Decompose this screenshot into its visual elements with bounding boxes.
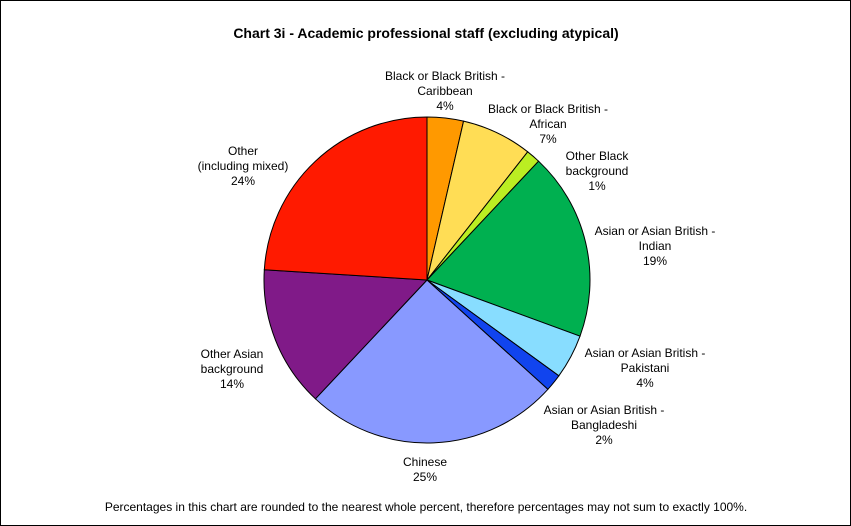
slice-percent: 4% [436, 99, 454, 113]
slice-label-asian-pakistani: Asian or Asian British -Pakistani 4% [585, 346, 706, 390]
slice-percent: 24% [231, 174, 255, 188]
chart-footnote: Percentages in this chart are rounded to… [105, 500, 747, 514]
slice-label-line: Asian or Asian British - [544, 403, 665, 417]
slice-label-black-african: Black or Black British -African 7% [488, 102, 608, 146]
slice-label-line: Other [228, 144, 258, 158]
slice-label-other-asian: Other Asian background 14% [201, 347, 264, 391]
pie-slice-other-asian [263, 269, 429, 400]
slice-percent: 19% [643, 254, 667, 268]
slice-label-line: Caribbean [417, 84, 472, 98]
slice-label-line: background [201, 362, 264, 376]
slice-label-line: Other Black [566, 149, 630, 163]
slice-percent: 2% [595, 433, 613, 447]
slice-label-line: Asian or Asian British - [585, 346, 706, 360]
slice-label-line: Asian or Asian British - [595, 224, 716, 238]
pie-slice-asian-indian [426, 160, 591, 337]
slice-label-line: Black or Black British - [488, 102, 608, 116]
slice-label-line: African [529, 117, 566, 131]
slice-label-other-mixed: Other (including mixed) 24% [198, 144, 289, 188]
slice-label-line: (including mixed) [198, 159, 289, 173]
slice-label-line: background [566, 164, 629, 178]
slice-label-line: Indian [639, 239, 672, 253]
pie-slice-other-mixed [263, 116, 428, 281]
slice-label-line: Chinese [403, 455, 447, 469]
slice-percent: 14% [220, 377, 244, 391]
slice-label-chinese: Chinese 25% [403, 455, 447, 484]
slice-label-black-caribbean: Black or Black British -Caribbean 4% [385, 69, 505, 113]
chart-title: Chart 3i - Academic professional staff (… [233, 25, 618, 41]
slice-label-line: Other Asian [201, 347, 264, 361]
slice-label-asian-bangladeshi: Asian or Asian British -Bangladeshi 2% [544, 403, 665, 447]
slice-labels: Black or Black British -Caribbean 4% Black… [198, 69, 716, 484]
slice-percent: 4% [636, 376, 654, 390]
slice-label-asian-indian: Asian or Asian British -Indian 19% [595, 224, 716, 268]
pie-slice-chinese [314, 279, 549, 444]
slice-label-line: Black or Black British - [385, 69, 505, 83]
slice-label-line: Pakistani [621, 361, 670, 375]
slice-percent: 25% [413, 470, 437, 484]
slice-label-line: Bangladeshi [571, 418, 637, 432]
slice-percent: 1% [588, 179, 606, 193]
slice-label-other-black: Other Black background 1% [566, 149, 630, 193]
slice-percent: 7% [539, 132, 557, 146]
pie-slices [263, 116, 591, 444]
